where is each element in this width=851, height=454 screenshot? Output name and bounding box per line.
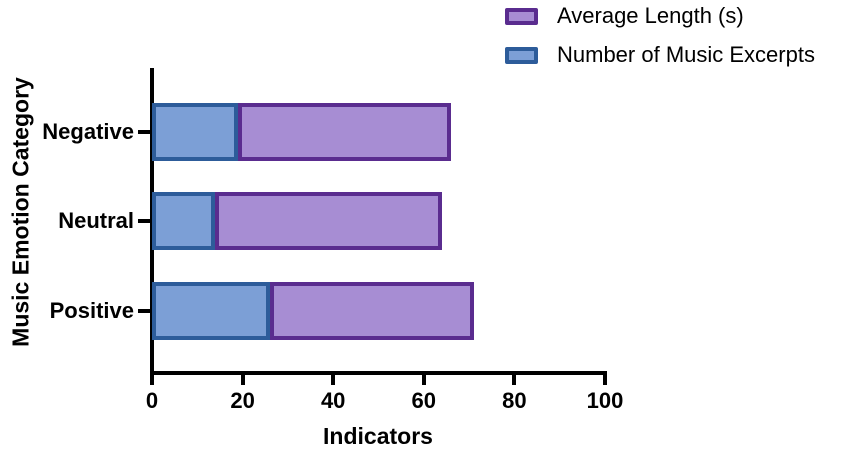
x-tick-label-100: 100 (586, 388, 624, 413)
legend-label-average-length: Average Length (s) (557, 3, 744, 28)
bar-segment-negative-average-length-s (238, 103, 451, 161)
x-tick-label-20: 20 (230, 388, 255, 413)
x-axis-title: Indicators (323, 423, 433, 449)
x-tick-label-0: 0 (145, 388, 159, 413)
category-label-positive: Positive (49, 298, 134, 323)
category-label-neutral: Neutral (58, 208, 134, 233)
y-tick-negative (138, 130, 152, 134)
bar-segment-positive-number-of-music-excerpts (152, 282, 270, 340)
y-tick-positive (138, 309, 152, 313)
legend-item-average-length: Average Length (s) (505, 4, 744, 28)
x-tick-label-60: 60 (411, 388, 437, 413)
x-tick-label-80: 80 (502, 388, 527, 413)
x-tick-0 (150, 371, 154, 385)
x-tick-60 (421, 371, 426, 385)
x-axis-spine (150, 371, 607, 375)
bar-segment-negative-number-of-music-excerpts (152, 103, 239, 161)
category-label-negative: Negative (42, 119, 134, 144)
bar-segment-neutral-number-of-music-excerpts (152, 192, 216, 250)
x-tick-100 (603, 371, 607, 385)
x-tick-label-40: 40 (320, 388, 346, 413)
legend-swatch-number-of-excerpts (505, 46, 538, 64)
legend-swatch-average-length (505, 7, 538, 25)
bar-segment-positive-average-length-s (269, 282, 474, 340)
y-tick-neutral (138, 219, 152, 223)
bar-segment-neutral-average-length-s (215, 192, 442, 250)
x-tick-20 (240, 371, 245, 385)
legend-item-number-of-excerpts: Number of Music Excerpts (505, 43, 815, 67)
y-axis-title: Music Emotion Category (7, 77, 34, 347)
x-tick-80 (512, 371, 517, 385)
legend-label-number-of-excerpts: Number of Music Excerpts (557, 42, 815, 67)
x-tick-40 (331, 371, 336, 385)
